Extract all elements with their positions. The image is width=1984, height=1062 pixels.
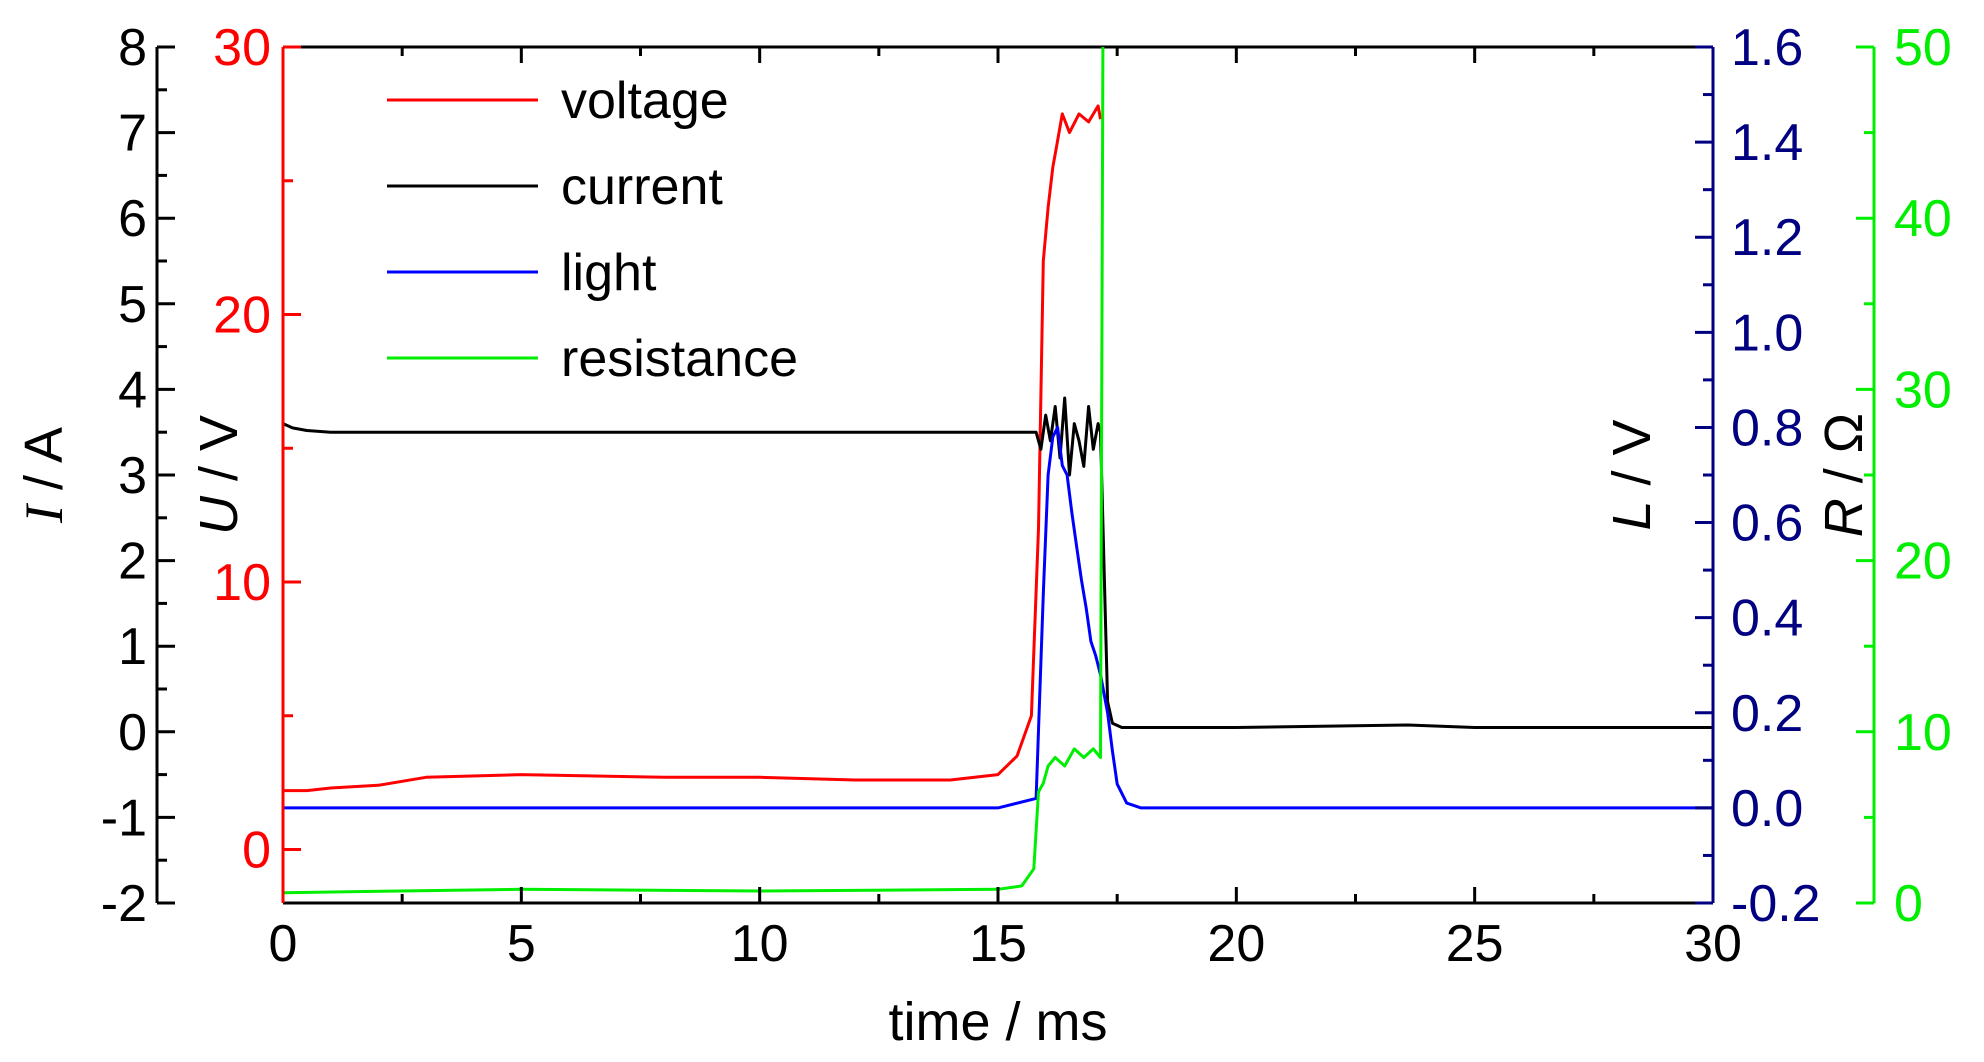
x-axis-title: time / ms xyxy=(888,992,1107,1052)
current-tick-label: 2 xyxy=(118,533,147,591)
legend-label-resistance: resistance xyxy=(561,330,798,388)
resistance-tick-label: 20 xyxy=(1894,533,1952,591)
legend-label-current: current xyxy=(561,158,723,216)
light-tick-label: -0.2 xyxy=(1731,875,1821,933)
voltage-tick-label: 20 xyxy=(213,287,271,345)
voltage-tick-label: 10 xyxy=(213,554,271,612)
x-tick-label: 10 xyxy=(731,915,789,973)
light-tick-label: 1.0 xyxy=(1731,304,1803,362)
series-voltage xyxy=(283,104,1102,793)
current-tick-label: -1 xyxy=(101,789,147,847)
x-tick-label: 30 xyxy=(1684,915,1742,973)
resistance-tick-label: 30 xyxy=(1894,361,1952,419)
x-tick-label: 5 xyxy=(507,915,536,973)
resistance-tick-label: 10 xyxy=(1894,704,1952,762)
series-layer xyxy=(282,46,1713,895)
light-tick-label: 0.6 xyxy=(1731,495,1803,553)
series-current xyxy=(282,396,1713,729)
x-tick-label: 25 xyxy=(1446,915,1504,973)
resistance-tick-label: 50 xyxy=(1894,19,1952,77)
current-axis-title: I / A xyxy=(14,427,74,524)
current-tick-label: 0 xyxy=(118,704,147,762)
current-tick-label: 4 xyxy=(118,361,147,419)
resistance-tick-label: 40 xyxy=(1894,190,1952,248)
voltage-tick-label: 0 xyxy=(242,822,271,880)
series-light xyxy=(283,425,1713,810)
current-tick-label: 3 xyxy=(118,447,147,505)
x-tick-label: 20 xyxy=(1207,915,1265,973)
x-tick-label: 0 xyxy=(269,915,298,973)
series-resistance xyxy=(282,46,1105,895)
light-axis-title: L / V xyxy=(1602,419,1662,530)
light-tick-label: 0.2 xyxy=(1731,685,1803,743)
voltage-tick-label: 30 xyxy=(213,19,271,77)
legend: voltage current light resistance xyxy=(387,72,798,388)
voltage-axis-title: U / V xyxy=(189,415,249,535)
current-tick-label: 7 xyxy=(118,105,147,163)
light-tick-label: 1.2 xyxy=(1731,209,1803,267)
light-tick-label: 0.0 xyxy=(1731,780,1803,838)
current-tick-label: 8 xyxy=(118,19,147,77)
light-tick-label: 0.8 xyxy=(1731,399,1803,457)
current-tick-label: -2 xyxy=(101,875,147,933)
current-tick-label: 1 xyxy=(118,618,147,676)
resistance-axis-title: R / Ω xyxy=(1814,413,1874,537)
current-tick-label: 5 xyxy=(118,276,147,334)
axes-layer: 0 5 10 15 20 25 30 -2 -1 0 1 2 3 4 5 6 7 8 I / A 0 10 20 30 U /… xyxy=(14,19,1952,973)
light-tick-label: 0.4 xyxy=(1731,590,1803,648)
resistance-tick-label: 0 xyxy=(1894,875,1923,933)
legend-label-voltage: voltage xyxy=(561,72,729,130)
light-tick-label: 1.4 xyxy=(1731,114,1803,172)
light-tick-label: 1.6 xyxy=(1731,19,1803,77)
legend-label-light: light xyxy=(561,244,657,302)
x-tick-label: 15 xyxy=(969,915,1027,973)
current-tick-label: 6 xyxy=(118,190,147,248)
